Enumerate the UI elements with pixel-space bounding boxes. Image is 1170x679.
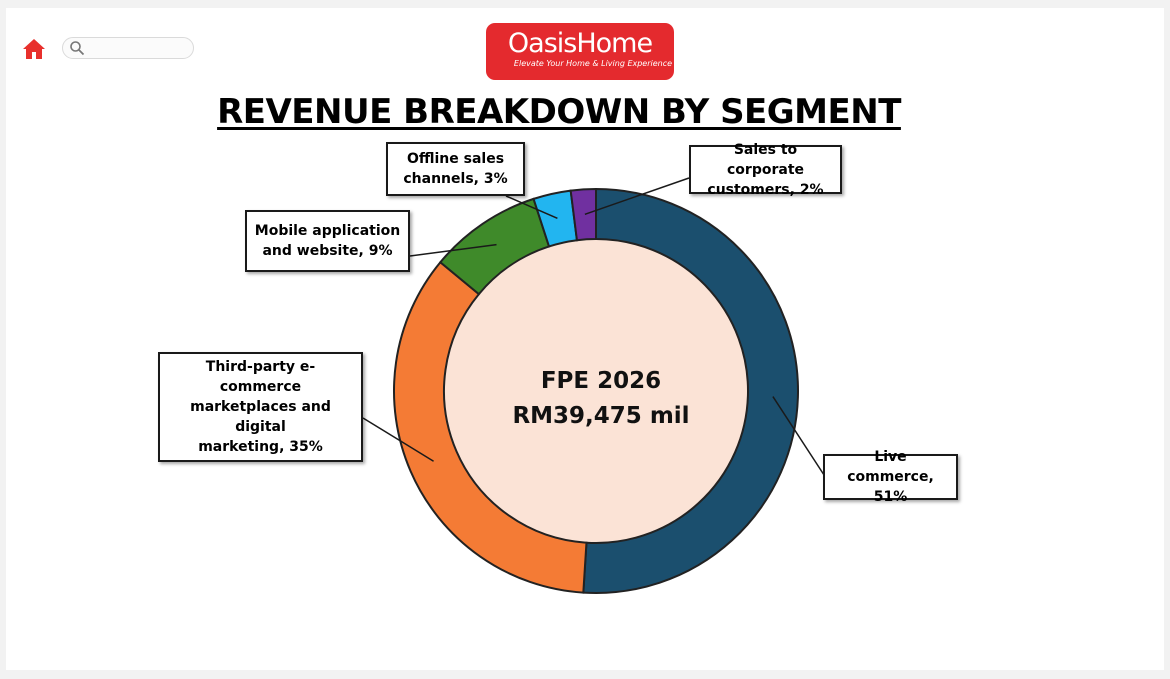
search-input[interactable] (62, 37, 194, 59)
data-label-line: Sales to corporate (727, 141, 804, 178)
donut-slice-sales-to-corporate-customers (569, 187, 597, 242)
data-label-offline-sales: Offline sales channels, 3% (386, 142, 525, 196)
donut-slice-live-commerce (582, 187, 800, 594)
search-icon[interactable] (69, 40, 85, 56)
leader-line (409, 243, 497, 257)
logo-tagline: Elevate Your Home & Living Experience (513, 59, 673, 68)
data-label-line: and website, 9% (262, 243, 393, 259)
data-label-line: Third-party e-commerce (205, 359, 316, 395)
data-label-corporate-sales: Sales to corporate customers, 2% (689, 142, 842, 198)
donut-center-fill (444, 239, 748, 543)
donut-center-label: FPE 2026 RM39,475 mil (486, 364, 716, 434)
center-total: RM39,475 mil (512, 403, 690, 429)
slide-canvas: OasisHome Elevate Your Home & Living Exp… (6, 8, 1164, 670)
data-label-line: Offline sales (406, 151, 505, 167)
data-label-line: customers, 2% (707, 181, 824, 198)
data-label-line: Mobile application (254, 223, 401, 239)
data-label-live-commerce: Live commerce, 51% (823, 449, 958, 505)
data-label-line: channels, 3% (403, 171, 508, 187)
brand-logo: OasisHome Elevate Your Home & Living Exp… (486, 23, 674, 80)
chart-title: REVENUE BREAKDOWN BY SEGMENT (217, 92, 901, 132)
leader-line (584, 177, 690, 216)
data-label-line: 51% (873, 489, 908, 505)
leader-line (505, 195, 558, 219)
center-period: FPE 2026 (540, 368, 662, 394)
leader-line (772, 396, 827, 479)
leader-line (362, 417, 434, 462)
data-label-mobile-website: Mobile application and website, 9% (245, 210, 410, 272)
home-icon[interactable] (22, 38, 46, 60)
data-label-line: Live commerce, (847, 449, 934, 485)
data-label-line: marketplaces and digital (190, 399, 331, 435)
donut-chart (362, 177, 827, 594)
data-label-third-party: Third-party e-commerce marketplaces and … (158, 352, 363, 462)
logo-brand-text: OasisHome (507, 28, 653, 59)
data-label-line: marketing, 35% (198, 439, 323, 455)
donut-slice-third-party-e-commerce-marketplaces-and-digital-marketing (393, 260, 588, 594)
